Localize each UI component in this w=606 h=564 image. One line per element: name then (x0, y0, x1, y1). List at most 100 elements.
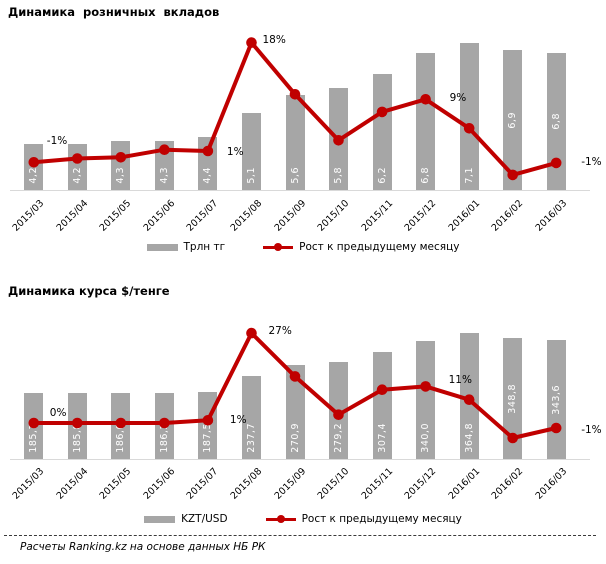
line-point-marker (159, 144, 170, 155)
x-axis-label: 2016/01 (446, 198, 482, 234)
line-point-marker (463, 123, 475, 134)
bar (242, 375, 261, 459)
bar-series-swatch (144, 515, 176, 523)
line-point-label: -1% (46, 135, 68, 148)
x-axis-label: 2015/04 (54, 198, 91, 234)
line-point-marker (246, 37, 257, 48)
x-axis-label: 2015/11 (359, 198, 395, 234)
line-point-marker (72, 417, 83, 429)
x-axis-line (10, 190, 590, 191)
x-axis-label: 2015/03 (10, 198, 47, 234)
x-axis-label: 2015/10 (315, 198, 352, 234)
line-point-marker (202, 415, 214, 426)
x-axis-label: 2016/01 (446, 466, 482, 502)
bar (285, 95, 305, 190)
x-axis-label: 2015/07 (184, 198, 221, 234)
line-point-marker (507, 169, 518, 181)
dashed-separator (4, 535, 596, 536)
x-axis-label: 2015/08 (228, 466, 265, 502)
x-axis-line (10, 459, 590, 460)
x-axis-label: 2015/03 (10, 466, 47, 502)
line-point-marker (376, 106, 388, 118)
x-axis-label: 2015/06 (141, 466, 178, 502)
x-axis-label: 2015/07 (184, 466, 221, 502)
line-point-marker (289, 89, 301, 100)
x-axis-label: 2015/09 (272, 466, 308, 502)
chart2-title: Динамика курса $/тенге (8, 284, 170, 298)
x-axis-label: 2015/11 (359, 466, 395, 502)
line-swatch-marker-icon (276, 515, 285, 523)
line-point-marker (115, 152, 127, 163)
legend-item-line: Рост к предыдущему месяцу (263, 241, 459, 253)
bar-series-label: Трлн тг (183, 241, 226, 253)
line-series-swatch (263, 243, 294, 252)
line-point-marker (246, 327, 257, 339)
line-point-label: 11% (448, 374, 472, 387)
line-point-marker (507, 432, 518, 444)
bar (416, 341, 436, 459)
line-point-marker (376, 384, 388, 395)
line-point-label: 1% (229, 414, 247, 427)
x-axis-label: 2015/08 (228, 198, 265, 234)
line-point-label: 1% (226, 146, 244, 158)
line-point-marker (72, 153, 83, 164)
line-point-marker (28, 157, 40, 168)
line-point-marker (289, 371, 301, 382)
bar (503, 338, 523, 459)
line-point-marker (159, 417, 170, 429)
bar (285, 364, 305, 459)
legend-item-line: Рост к предыдущему месяцу (265, 513, 462, 525)
line-point-marker (28, 417, 40, 429)
bar (111, 140, 131, 190)
bar (154, 140, 174, 190)
x-axis-label: 2016/03 (533, 198, 569, 234)
growth-line-series (28, 327, 562, 444)
x-axis-label: 2015/04 (54, 466, 91, 502)
footer-note: Расчеты Ranking.kz на основе данных НБ Р… (20, 541, 266, 553)
line-point-label: -1% (581, 155, 602, 168)
line-point-marker (550, 422, 562, 434)
x-axis-label: 2015/05 (97, 466, 134, 502)
bar-series-swatch (146, 243, 178, 251)
bar (546, 53, 566, 190)
chart2-legend: KZT/USD Рост к предыдущему месяцу (0, 513, 606, 525)
bar (372, 74, 392, 190)
bar (503, 50, 523, 190)
x-axis-label: 2015/12 (402, 198, 439, 234)
line-point-marker (333, 135, 344, 146)
chart1-legend: Трлн тг Рост к предыдущему месяцу (0, 241, 606, 253)
x-axis-label: 2015/06 (141, 198, 178, 234)
line-point-marker (202, 145, 214, 157)
x-axis-label: 2015/10 (315, 466, 352, 502)
chart1-title: Динамика розничных вкладов (8, 5, 220, 19)
line-point-label: 27% (268, 325, 292, 338)
x-axis-label: 2016/02 (489, 466, 526, 502)
bar (67, 144, 87, 190)
line-point-marker (333, 409, 344, 420)
line-point-marker (550, 157, 562, 169)
line-point-marker (115, 417, 127, 429)
line-series-label: Рост к предыдущему месяцу (301, 513, 462, 525)
bar (416, 53, 436, 190)
x-axis-label: 2016/02 (489, 198, 526, 234)
line-point-label: -1% (581, 424, 602, 436)
growth-line-series (28, 37, 562, 181)
line-series-label: Рост к предыдущему месяцу (299, 241, 460, 253)
growth-line (31, 40, 559, 177)
bar-series-label: KZT/USD (181, 513, 228, 525)
bar (242, 112, 261, 190)
bar (372, 352, 392, 459)
line-point-label: 0% (49, 407, 67, 419)
line-point-label: 18% (262, 33, 286, 46)
legend-item-bars: KZT/USD (144, 513, 228, 525)
x-axis-label: 2016/03 (533, 466, 569, 502)
legend-item-bars: Трлн тг (146, 241, 226, 253)
line-point-marker (420, 94, 431, 105)
growth-line (31, 331, 559, 440)
x-axis-label: 2015/05 (97, 198, 134, 234)
x-axis-label: 2015/09 (272, 198, 308, 234)
x-axis-label: 2015/12 (402, 466, 439, 502)
line-swatch-marker-icon (274, 243, 283, 251)
line-series-swatch (265, 515, 296, 524)
